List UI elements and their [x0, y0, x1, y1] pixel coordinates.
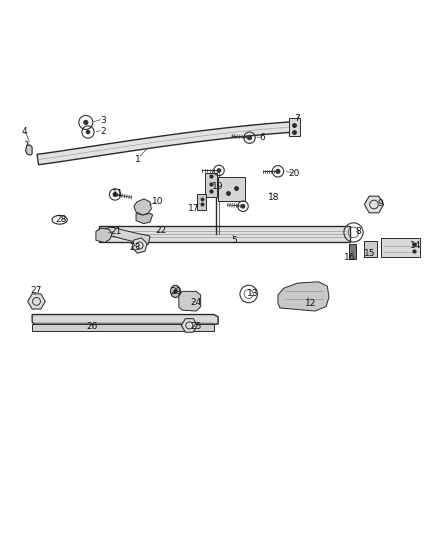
Polygon shape: [28, 294, 45, 309]
Polygon shape: [96, 228, 112, 243]
Circle shape: [276, 169, 280, 174]
Text: 14: 14: [410, 241, 421, 250]
Polygon shape: [289, 118, 300, 135]
Polygon shape: [218, 177, 245, 201]
Polygon shape: [37, 122, 296, 165]
Text: 28: 28: [55, 215, 67, 224]
Text: 1: 1: [135, 155, 141, 164]
Text: 7: 7: [295, 114, 300, 123]
Polygon shape: [98, 227, 150, 245]
Text: 22: 22: [156, 226, 167, 235]
Text: 15: 15: [364, 249, 375, 258]
Text: 24: 24: [191, 298, 202, 307]
Polygon shape: [349, 244, 356, 259]
Text: 9: 9: [378, 199, 383, 208]
Circle shape: [217, 168, 221, 173]
Text: 18: 18: [268, 193, 279, 202]
Text: 3: 3: [100, 116, 106, 125]
Text: 23: 23: [130, 243, 141, 252]
Polygon shape: [205, 173, 217, 197]
Text: 12: 12: [305, 299, 316, 308]
Text: 4: 4: [22, 127, 28, 136]
Circle shape: [247, 135, 252, 140]
Polygon shape: [132, 238, 147, 253]
Text: 20: 20: [288, 169, 300, 179]
Text: 13: 13: [247, 289, 259, 298]
Text: 19: 19: [212, 182, 223, 191]
Circle shape: [86, 130, 90, 134]
Text: 29: 29: [170, 287, 182, 296]
Text: 2: 2: [100, 127, 106, 136]
Polygon shape: [134, 199, 151, 215]
Polygon shape: [364, 196, 384, 213]
Circle shape: [113, 192, 118, 197]
Text: 21: 21: [111, 227, 122, 236]
Polygon shape: [197, 195, 206, 210]
Polygon shape: [32, 324, 214, 331]
Text: 17: 17: [188, 204, 199, 213]
Circle shape: [240, 204, 245, 208]
Ellipse shape: [170, 285, 180, 297]
Text: 8: 8: [356, 227, 362, 236]
Text: 26: 26: [87, 322, 98, 331]
Text: 10: 10: [152, 197, 164, 206]
Polygon shape: [181, 319, 197, 332]
Text: 16: 16: [344, 253, 356, 262]
Polygon shape: [381, 238, 420, 257]
Polygon shape: [25, 145, 32, 155]
Polygon shape: [364, 241, 377, 257]
Text: 6: 6: [260, 133, 265, 142]
Polygon shape: [179, 292, 201, 311]
Polygon shape: [136, 213, 152, 224]
Polygon shape: [278, 282, 329, 311]
Polygon shape: [32, 314, 218, 324]
Circle shape: [83, 120, 88, 125]
Text: 5: 5: [231, 236, 237, 245]
Text: 25: 25: [191, 322, 202, 331]
Polygon shape: [99, 226, 350, 241]
Text: 27: 27: [31, 286, 42, 295]
Text: 11: 11: [112, 189, 124, 198]
